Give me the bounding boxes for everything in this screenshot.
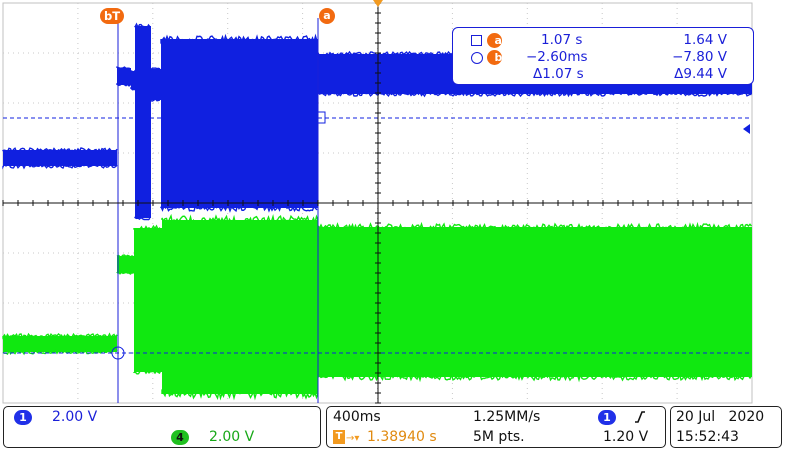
circle-cursor-icon bbox=[471, 52, 483, 64]
ch1-body bbox=[135, 26, 151, 218]
ch4-edge bbox=[2, 348, 118, 356]
marker-trigger-label: T bbox=[112, 9, 121, 23]
ch1-body bbox=[117, 68, 131, 85]
cursor-delta-time: Δ1.07 s bbox=[533, 66, 584, 82]
cursor-a-marker[interactable]: a bbox=[319, 8, 335, 24]
vertical-scale-panel[interactable]: 1 2.00 V 4 2.00 V bbox=[3, 406, 321, 448]
trigger-level-value[interactable]: 1.20 V bbox=[603, 429, 649, 445]
timebase-value[interactable]: 400ms bbox=[333, 409, 381, 425]
sample-rate-value: 1.25MM/s bbox=[473, 409, 541, 425]
ch4-body bbox=[3, 336, 117, 352]
ch1-edge bbox=[150, 67, 161, 71]
time-label: 15:52:43 bbox=[676, 429, 739, 445]
ch4-edge bbox=[133, 369, 162, 375]
cursor-b-row: b −2.60ms −7.80 V bbox=[453, 49, 753, 67]
horizontal-trigger-panel[interactable]: 400ms 1.25MM/s 1 T →▾ 1.38940 s 5M pts. … bbox=[326, 406, 666, 448]
ch1-edge bbox=[317, 90, 752, 98]
ch1-body bbox=[3, 150, 117, 166]
cursor-a-time: 1.07 s bbox=[541, 32, 583, 48]
cursor-b-time: −2.60ms bbox=[526, 49, 588, 65]
channel4-badge: 4 bbox=[171, 430, 189, 445]
cursor-a-value: 1.64 V bbox=[683, 32, 727, 48]
ch1-edge bbox=[150, 98, 161, 102]
rising-edge-icon bbox=[633, 410, 647, 424]
marker-b-label: b bbox=[103, 9, 113, 23]
ch4-edge bbox=[317, 221, 753, 233]
trigger-level-arrow-icon[interactable] bbox=[743, 124, 750, 134]
ch4-edge bbox=[161, 387, 319, 401]
marker-a-label: a bbox=[323, 9, 331, 22]
ch1-edge bbox=[2, 162, 118, 170]
cursor-delta-value: Δ9.44 V bbox=[674, 66, 727, 82]
ch4-edge bbox=[2, 332, 118, 340]
ch4-body bbox=[117, 256, 134, 273]
cursor-a-row: a 1.07 s 1.64 V bbox=[453, 32, 753, 50]
ch4-body bbox=[134, 228, 162, 372]
ch4-body bbox=[162, 220, 318, 394]
cursor-b-badge: b bbox=[487, 50, 502, 65]
cursor-delta-row: Δ1.07 s Δ9.44 V bbox=[453, 66, 753, 84]
ch4-edge bbox=[317, 371, 753, 383]
ch1-edge bbox=[160, 33, 318, 45]
ch4-edge bbox=[161, 213, 319, 226]
trigger-position-value[interactable]: 1.38940 s bbox=[367, 429, 437, 445]
ch1-edge bbox=[2, 147, 118, 154]
cursor-lines bbox=[117, 18, 319, 403]
square-cursor-icon bbox=[471, 35, 482, 46]
date-label: 20 Jul 2020 bbox=[676, 409, 765, 425]
record-length-value: 5M pts. bbox=[473, 429, 525, 445]
trigger-offset-arrow-icon: →▾ bbox=[346, 433, 360, 444]
ch4-edge bbox=[133, 224, 162, 231]
center-axes bbox=[2, 2, 752, 404]
channel4-scale[interactable]: 2.00 V bbox=[209, 429, 255, 445]
cursor-readout-panel: a 1.07 s 1.64 V b −2.60ms −7.80 V Δ1.07 … bbox=[452, 27, 754, 85]
trigger-point-arrow-icon bbox=[373, 0, 383, 7]
trigger-source-badge: 1 bbox=[598, 410, 616, 425]
cursor-a-badge: a bbox=[487, 33, 502, 48]
ch1-edge bbox=[134, 216, 151, 221]
ch1-edge bbox=[160, 203, 318, 213]
ch4-body bbox=[318, 227, 752, 377]
ch1-edge bbox=[134, 22, 151, 29]
ch4-edge bbox=[116, 254, 134, 258]
datetime-panel: 20 Jul 2020 15:52:43 bbox=[670, 406, 782, 448]
channel1-scale[interactable]: 2.00 V bbox=[52, 409, 98, 425]
ch1-body bbox=[151, 69, 161, 100]
channel1-badge: 1 bbox=[14, 410, 32, 425]
channel4-waveform bbox=[2, 213, 753, 401]
status-bar: 1 2.00 V 4 2.00 V 400ms 1.25MM/s 1 T →▾ … bbox=[0, 404, 785, 451]
ch1-body bbox=[161, 39, 318, 208]
ch4-edge bbox=[116, 271, 134, 275]
cursor-b-value: −7.80 V bbox=[672, 49, 727, 65]
cursor-b-trigger-marker[interactable]: bT bbox=[100, 8, 124, 24]
trigger-position-icon: T bbox=[333, 430, 345, 444]
scope-display[interactable]: bT a a 1.07 s 1.64 V b −2.60ms −7.80 V Δ… bbox=[0, 0, 785, 404]
ch1-body bbox=[131, 71, 137, 89]
